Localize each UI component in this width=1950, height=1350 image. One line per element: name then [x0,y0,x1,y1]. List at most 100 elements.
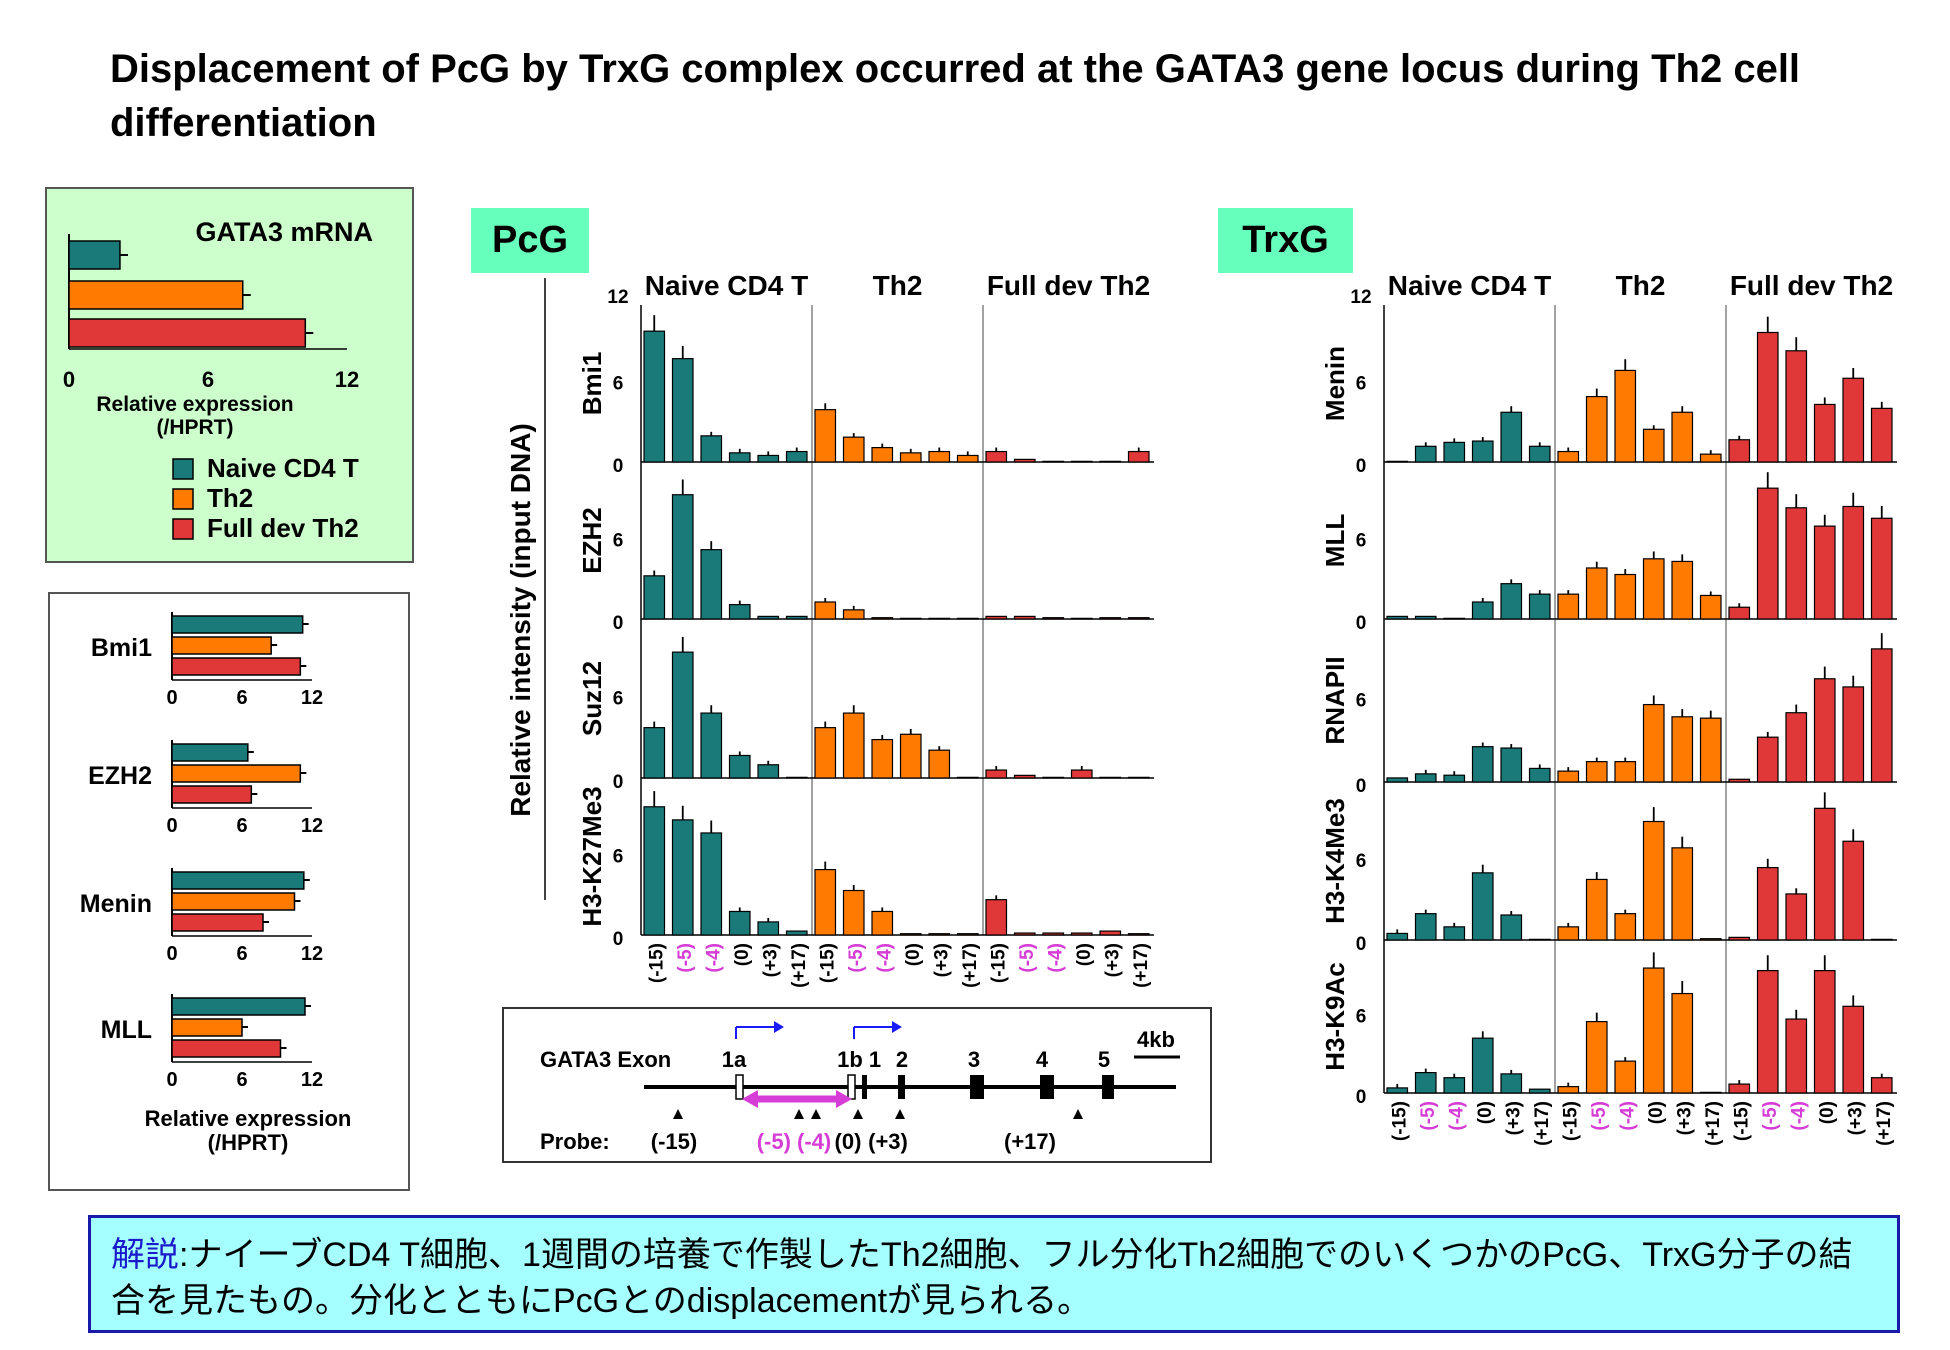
pcg-group-header: Th2 [873,270,923,301]
trxg-bar [1785,712,1808,783]
pcg-bar [985,450,1008,463]
tss-arrow-head [774,1021,784,1033]
trxg-bar [1671,411,1694,463]
trxg-bar [1728,439,1751,463]
pcg-bar [671,358,694,463]
trxg-bar [1699,717,1722,783]
pcg-bar [1042,617,1065,620]
trxg-bar [1443,617,1466,620]
pcg-row-label: Bmi1 [577,352,607,416]
trxg-y-tick-label: 0 [1356,456,1367,477]
trxg-bar [1870,1077,1893,1094]
factor-tick-label: 0 [166,1069,177,1091]
pcg-y-tick-label: 0 [613,772,624,793]
trxg-bar [1614,573,1637,620]
trxg-bar [1642,967,1665,1094]
trxg-bar [1386,1087,1409,1094]
trxg-bar [1414,913,1437,941]
trxg-bar [1813,969,1836,1094]
trxg-bar [1642,820,1665,941]
trxg-y-tick-label: 0 [1356,934,1367,955]
probe-marker [794,1109,804,1119]
gene-exon-label: GATA3 Exon [540,1047,671,1072]
probe-label: (-15) [651,1129,697,1154]
pcg-bar [1042,932,1065,936]
factor-tick-label: 12 [301,943,323,965]
trxg-row-label: MLL [1320,514,1350,568]
pcg-bar [985,615,1008,620]
trxg-bar [1443,441,1466,463]
exon-label: 4 [1036,1047,1049,1072]
pcg-bar [1070,769,1093,779]
pcg-probe-label: (-4) [1045,943,1066,973]
trxg-bar [1528,445,1551,463]
pcg-y-axis-label: Relative intensity (input DNA) [505,423,536,817]
probe-label: (-5) (-4) [757,1129,832,1154]
mrna-bar [68,280,244,310]
trxg-bar [1585,567,1608,620]
trxg-probe-label: (+3) [1845,1101,1866,1135]
trxg-bar [1528,1088,1551,1094]
factor-bar [171,657,302,676]
pcg-bar [643,727,666,779]
trxg-bar [1671,560,1694,620]
legend-swatch [172,458,194,480]
trxg-bar [1785,507,1808,620]
trxg-bar [1414,1071,1437,1094]
pcg-bar [956,776,979,779]
pcg-group-header: Naive CD4 T [645,270,808,301]
exon-box [862,1075,867,1099]
exon-label: 5 [1098,1047,1110,1072]
trxg-probe-label: (-4) [1617,1101,1638,1131]
pcg-probe-label: (-5) [846,943,867,973]
probe-label: (0) [835,1129,862,1154]
trxg-bar [1728,1083,1751,1094]
pcg-probe-label: (-4) [874,943,895,973]
factor-tick-label: 0 [166,687,177,709]
trxg-bar [1756,331,1779,463]
pcg-y-tick-label: 12 [607,287,628,308]
trxg-bar [1557,770,1580,783]
page-title: Displacement of PcG by TrxG complex occu… [110,47,1801,145]
trxg-y-tick-label: 6 [1356,1007,1367,1028]
trxg-bar [1813,403,1836,463]
pcg-bar [1127,776,1150,779]
trxg-bar [1614,369,1637,463]
factor-xlabel2: (/HPRT) [208,1130,289,1155]
pcg-bar [643,806,666,936]
trxg-probe-label: (+17) [1874,1101,1895,1146]
probe-label: (+17) [1004,1129,1056,1154]
trxg-bar [1500,411,1523,463]
trxg-bar [1500,914,1523,941]
pcg-bar [728,910,751,936]
pcg-bar [871,910,894,936]
trxg-bar [1585,878,1608,941]
pcg-bar [1099,617,1122,620]
pcg-bar [757,615,780,620]
pcg-y-tick-label: 6 [613,531,624,552]
trxg-probe-label: (0) [1646,1101,1667,1124]
trxg-bar [1386,615,1409,620]
mrna-xlabel2: (/HPRT) [157,416,234,439]
pcg-bar [814,409,837,463]
pcg-bar [985,769,1008,779]
trxg-bar [1785,1018,1808,1094]
trxg-bar [1699,1091,1722,1094]
trxg-bar [1528,767,1551,783]
pcg-bar [785,615,808,620]
pcg-bar [842,436,865,463]
region-arrow-head [742,1090,758,1108]
exon-box-1a [735,1074,744,1100]
trxg-bar [1842,1005,1865,1094]
pcg-bar [1099,930,1122,936]
trxg-probe-label: (0) [1475,1101,1496,1124]
trxg-bar [1614,913,1637,941]
trxg-bar [1728,606,1751,620]
trxg-bar [1813,678,1836,783]
trxg-probe-label: (+17) [1703,1101,1724,1146]
explanation-note: 解説:ナイーブCD4 T細胞、1週間の培養で作製したTh2細胞、フル分化Th2細… [88,1215,1900,1333]
exon-box [1102,1075,1114,1099]
factor-bar [171,871,305,890]
pcg-bar [700,435,723,463]
probe-marker [895,1109,905,1119]
